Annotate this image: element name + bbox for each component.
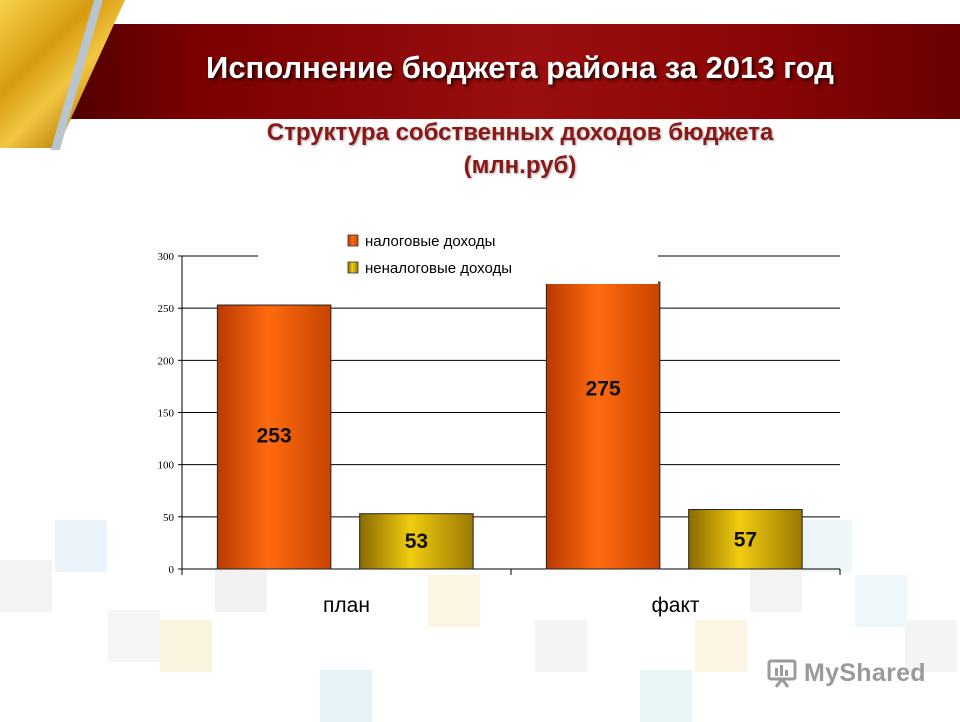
subtitle-line-1: Структура собственных доходов бюджета <box>266 119 774 146</box>
y-tick-label: 50 <box>163 512 175 524</box>
y-tick-label: 100 <box>158 460 175 472</box>
watermark: MyShared <box>766 656 926 690</box>
background-tiles <box>0 520 960 722</box>
bar-nontax-1 <box>688 509 803 570</box>
legend-background <box>258 228 658 284</box>
legend-label: неналоговые доходы <box>365 260 512 277</box>
y-tick-label: 250 <box>158 303 175 315</box>
legend-label: налоговые доходы <box>365 233 495 250</box>
data-label: 57 <box>734 528 757 551</box>
chart-subtitle: Структура собственных доходов бюджета (м… <box>150 116 890 182</box>
bar-tax-1 <box>545 281 661 570</box>
page-title: Исполнение бюджета района за 2013 год <box>206 50 834 85</box>
data-label: 253 <box>257 424 292 447</box>
y-tick-label: 300 <box>158 251 175 263</box>
subtitle-line-2: (млн.руб) <box>463 152 577 179</box>
y-tick-label: 200 <box>158 355 175 367</box>
bar-tax-0 <box>216 304 332 570</box>
category-label: факт <box>652 594 700 617</box>
data-label: 53 <box>405 530 428 553</box>
legend-swatch <box>347 261 359 274</box>
y-tick-label: 0 <box>169 564 175 576</box>
y-tick-label: 150 <box>158 408 175 420</box>
title-banner <box>0 24 960 119</box>
watermark-text: MyShared <box>804 658 926 687</box>
legend-swatch <box>347 234 359 247</box>
presentation-board-icon <box>767 659 797 688</box>
bar-nontax-0 <box>359 513 474 570</box>
category-label: план <box>323 594 370 617</box>
data-label: 275 <box>586 378 621 401</box>
